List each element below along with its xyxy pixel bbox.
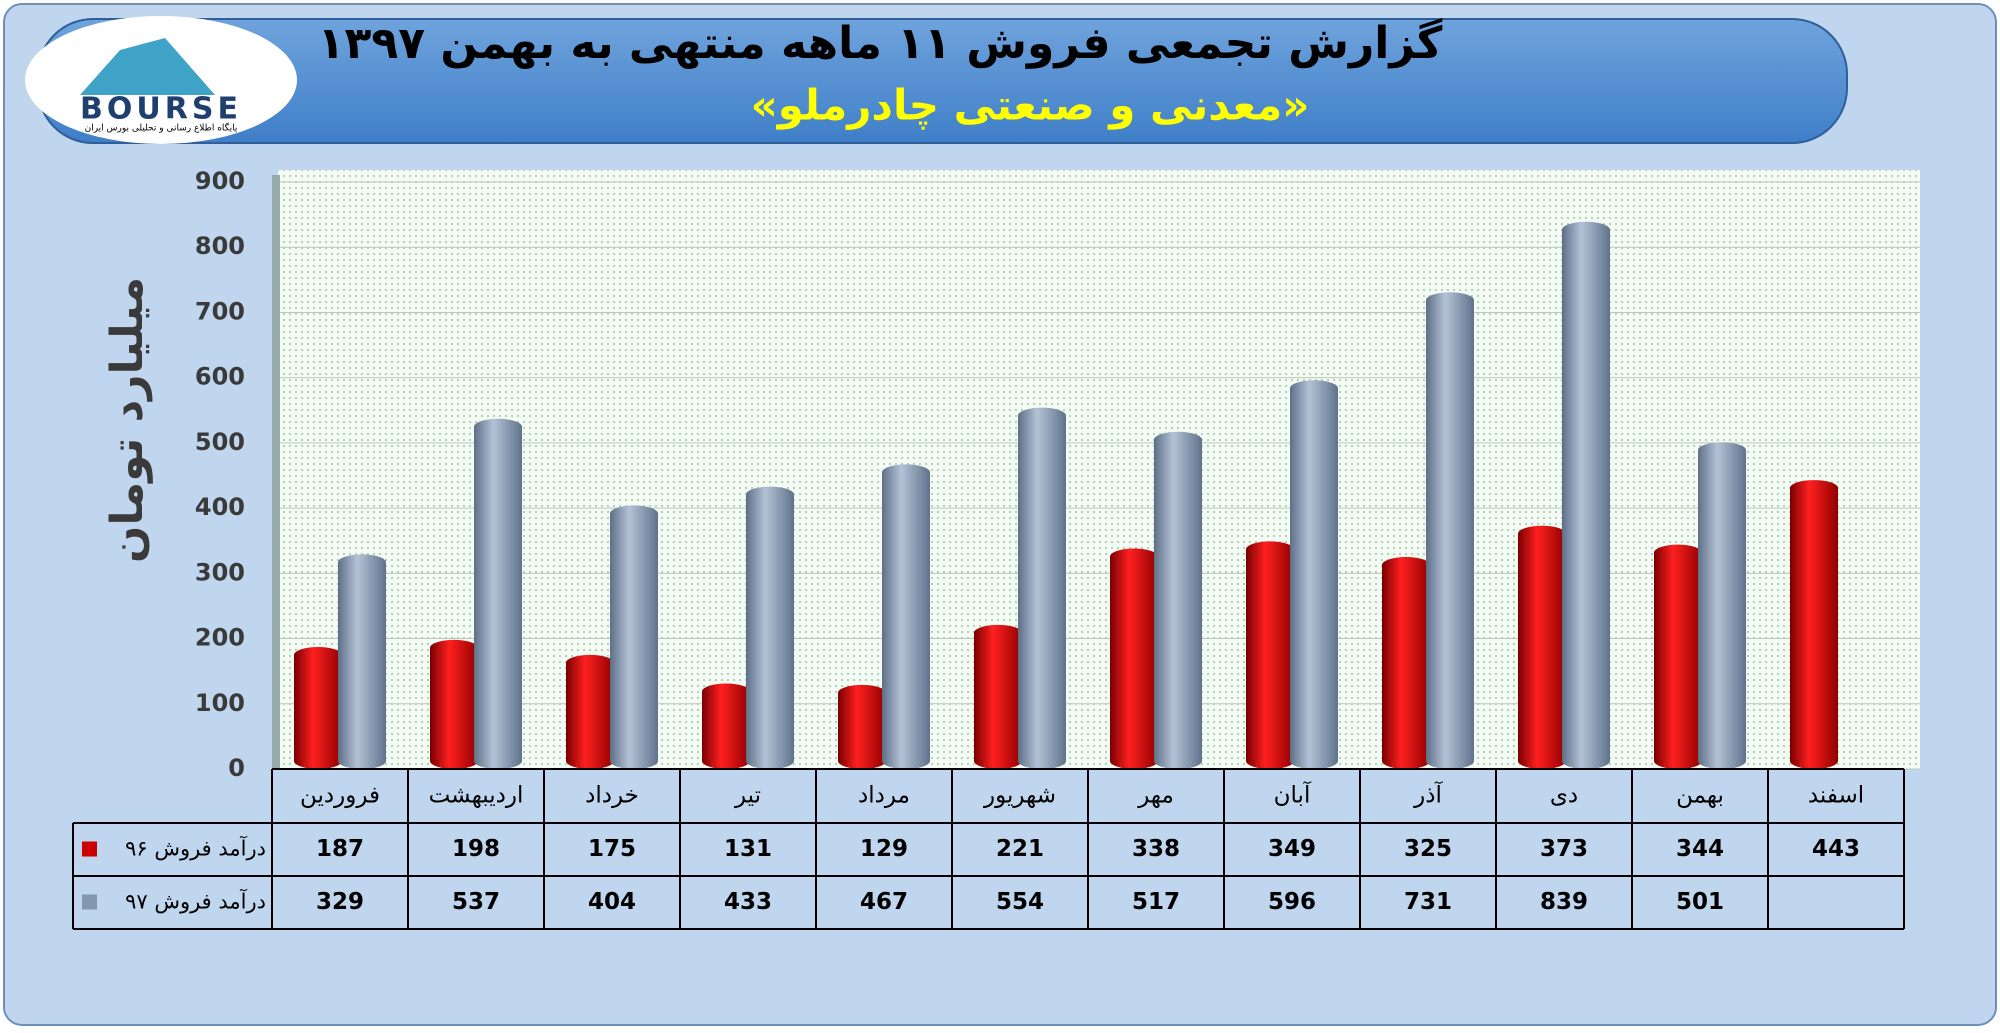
x-tick-label: خرداد xyxy=(585,783,639,809)
table-value: 221 xyxy=(996,836,1044,862)
legend-swatch xyxy=(82,894,97,910)
bar xyxy=(1698,442,1746,769)
x-tick-label: مرداد xyxy=(858,783,910,809)
bar xyxy=(1426,292,1474,769)
table-value: 344 xyxy=(1676,836,1724,862)
bar xyxy=(338,554,386,769)
table-value: 198 xyxy=(452,836,500,862)
table-value: 373 xyxy=(1540,836,1588,862)
table-value: 325 xyxy=(1404,836,1452,862)
chart-title: گزارش تجمعی فروش ۱۱ ماهه منتهی به بهمن ۱… xyxy=(318,17,1443,69)
table-value: 433 xyxy=(724,889,772,915)
y-tick-label: 900 xyxy=(195,167,245,195)
table-value: 467 xyxy=(860,889,908,915)
x-tick-label: آذر xyxy=(1413,781,1443,809)
y-tick-label: 100 xyxy=(195,689,245,717)
table-value: 501 xyxy=(1676,889,1724,915)
bar xyxy=(838,684,886,769)
x-tick-label: فروردین xyxy=(300,783,380,809)
bar xyxy=(1790,480,1838,769)
table-value: 731 xyxy=(1404,889,1452,915)
y-tick-label: 400 xyxy=(195,493,245,521)
bar xyxy=(1518,525,1566,769)
table-value: 554 xyxy=(996,889,1044,915)
chart-layer: 0 100 200 300 400 500 600 700 800 900 فروردین 187 32… xyxy=(72,167,1920,930)
y-tick-label: 200 xyxy=(195,624,245,652)
logo-text: BOURSE xyxy=(80,92,242,127)
bar xyxy=(294,647,342,769)
x-tick-label: اردیبهشت xyxy=(429,783,524,809)
bar xyxy=(1246,541,1294,769)
bar xyxy=(1562,221,1610,770)
bar xyxy=(566,654,614,769)
bar xyxy=(1382,557,1430,769)
table-value: 329 xyxy=(316,889,364,915)
logo-tagline: پایگاه اطلاع رسانی و تحلیلی بورس ایران xyxy=(85,122,238,134)
bar xyxy=(610,505,658,769)
bar xyxy=(1290,380,1338,769)
logo-shape xyxy=(80,38,215,95)
legend-label: درآمد فروش ۹۷ xyxy=(125,889,266,914)
chart-subtitle: «معدنی و صنعتی چادرملو» xyxy=(751,81,1310,131)
legend-swatch xyxy=(82,841,97,857)
table-value: 338 xyxy=(1132,836,1180,862)
bar xyxy=(746,486,794,769)
bar xyxy=(1018,407,1066,769)
bar xyxy=(1110,548,1158,769)
bar xyxy=(1654,544,1702,769)
x-tick-label: بهمن xyxy=(1676,783,1724,809)
bar xyxy=(430,639,478,769)
y-tick-label: 800 xyxy=(195,232,245,260)
x-tick-label: اسفند xyxy=(1808,783,1864,809)
y-tick-label: 0 xyxy=(228,754,245,782)
bar xyxy=(882,464,930,769)
table-value: 187 xyxy=(316,836,364,862)
y-tick-label: 500 xyxy=(195,428,245,456)
table-value: 404 xyxy=(588,889,636,915)
table-value: 131 xyxy=(724,836,772,862)
x-tick-label: آبان xyxy=(1274,781,1312,809)
bar xyxy=(974,624,1022,769)
table-value: 537 xyxy=(452,889,500,915)
x-tick-label: شهریور xyxy=(983,783,1056,809)
y-tick-label: 700 xyxy=(195,297,245,325)
bar xyxy=(702,683,750,769)
x-tick-label: مهر xyxy=(1137,783,1174,809)
bar xyxy=(474,418,522,769)
plot-wall xyxy=(272,175,280,769)
y-tick-label: 600 xyxy=(195,363,245,391)
table-value: 517 xyxy=(1132,889,1180,915)
x-tick-label: دی xyxy=(1550,783,1578,809)
table-value: 443 xyxy=(1812,836,1860,862)
table-value: 839 xyxy=(1540,889,1588,915)
table-value: 175 xyxy=(588,836,636,862)
table-value: 349 xyxy=(1268,836,1316,862)
plot-area xyxy=(278,170,1920,769)
table-value: 596 xyxy=(1268,889,1316,915)
table-value: 129 xyxy=(860,836,908,862)
legend-label: درآمد فروش ۹۶ xyxy=(125,836,266,861)
y-axis-label: میلیارد تومان xyxy=(102,277,153,563)
x-tick-label: تیر xyxy=(734,783,761,809)
bar xyxy=(1154,431,1202,769)
y-tick-label: 300 xyxy=(195,558,245,586)
